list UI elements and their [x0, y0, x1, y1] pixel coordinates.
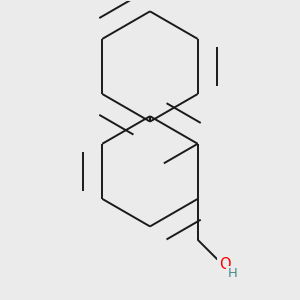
- Text: O: O: [219, 257, 230, 272]
- Text: H: H: [228, 267, 238, 280]
